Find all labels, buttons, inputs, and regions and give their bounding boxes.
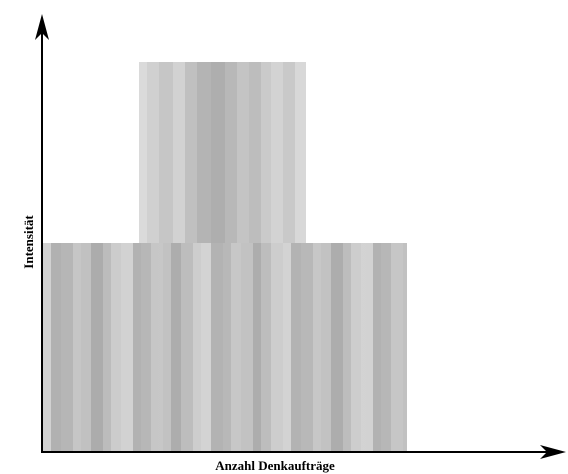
upper-stripe (261, 62, 271, 243)
lower-stripe (193, 243, 201, 451)
lower-block (43, 243, 407, 451)
lower-stripe (103, 243, 111, 451)
upper-stripe (211, 62, 225, 243)
upper-stripe (197, 62, 211, 243)
lower-stripe (391, 243, 403, 451)
lower-stripe (61, 243, 73, 451)
lower-stripe (73, 243, 81, 451)
upper-block (139, 62, 306, 243)
lower-stripe (201, 243, 211, 451)
lower-stripe (151, 243, 163, 451)
lower-stripe (283, 243, 291, 451)
upper-stripe (159, 62, 173, 243)
lower-stripe (121, 243, 133, 451)
upper-stripe (295, 62, 306, 243)
lower-stripe (343, 243, 351, 451)
lower-stripe (181, 243, 193, 451)
lower-stripe (373, 243, 381, 451)
lower-stripe (141, 243, 151, 451)
lower-stripe (313, 243, 321, 451)
upper-stripe (147, 62, 159, 243)
lower-stripe (51, 243, 61, 451)
lower-stripe (223, 243, 231, 451)
lower-stripe (171, 243, 181, 451)
upper-stripe (283, 62, 295, 243)
lower-stripe (211, 243, 223, 451)
x-axis-arrow-icon (540, 445, 566, 459)
lower-stripe (81, 243, 91, 451)
lower-stripe (291, 243, 301, 451)
upper-stripe (225, 62, 237, 243)
upper-stripe (237, 62, 249, 243)
lower-stripe (261, 243, 271, 451)
lower-stripe (231, 243, 241, 451)
upper-stripe (173, 62, 185, 243)
lower-stripe (111, 243, 121, 451)
lower-stripe (321, 243, 331, 451)
lower-stripe (361, 243, 373, 451)
x-axis-label: Anzahl Denkaufträge (215, 458, 335, 473)
lower-stripe (163, 243, 171, 451)
lower-stripe (351, 243, 361, 451)
y-axis (35, 14, 49, 452)
lower-stripe (241, 243, 253, 451)
y-axis-label: Intensität (21, 215, 36, 269)
upper-stripe (271, 62, 283, 243)
lower-stripe (43, 243, 51, 451)
lower-stripe (253, 243, 261, 451)
upper-stripe (139, 62, 147, 243)
lower-stripe (301, 243, 313, 451)
upper-stripe (249, 62, 261, 243)
lower-stripe (381, 243, 391, 451)
upper-stripe (185, 62, 197, 243)
x-axis (41, 445, 566, 459)
y-axis-arrow-icon (35, 14, 49, 40)
lower-stripe (331, 243, 343, 451)
lower-stripe (403, 243, 407, 451)
lower-stripe (271, 243, 283, 451)
lower-stripe (133, 243, 141, 451)
lower-stripe (91, 243, 103, 451)
